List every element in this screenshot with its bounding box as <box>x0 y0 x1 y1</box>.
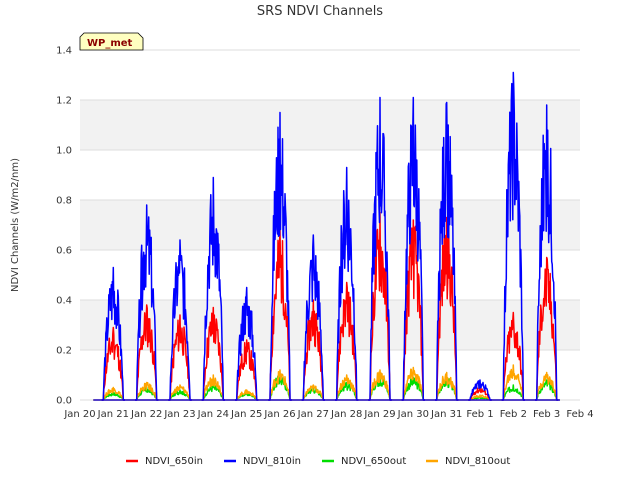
x-tick-label: Feb 4 <box>566 409 593 420</box>
x-tick-label: Feb 2 <box>500 409 527 420</box>
legend-label-NDVI_810in: NDVI_810in <box>243 456 301 467</box>
x-tick-label: Feb 3 <box>533 409 560 420</box>
grid-band <box>80 100 580 150</box>
chart-title: SRS NDVI Channels <box>257 4 383 19</box>
station-badge: WP_met <box>79 32 144 51</box>
y-tick-label: 1.2 <box>56 96 72 107</box>
legend-label-NDVI_810out: NDVI_810out <box>445 456 510 467</box>
y-tick-label: 0.6 <box>56 246 72 257</box>
x-tick-label: Jan 24 <box>197 409 229 420</box>
x-tick-label: Jan 22 <box>130 409 162 420</box>
legend: NDVI_650in NDVI_810in NDVI_650out NDVI_810o… <box>126 456 510 467</box>
legend-label-NDVI_650in: NDVI_650in <box>145 456 203 467</box>
grid-bands <box>80 100 580 350</box>
x-tick-labels: Jan 20 Jan 21 Jan 22 Jan 23 Jan 24 Jan 25 Jan … <box>63 409 593 420</box>
y-tick-label: 0.8 <box>56 196 72 207</box>
y-tick-label: 0.4 <box>56 296 72 307</box>
series-line-NDVI_810out <box>101 364 559 401</box>
station-badge-text: WP_met <box>87 38 133 49</box>
y-tick-label: 1.4 <box>56 46 72 57</box>
y-tick-labels: 0.0 0.2 0.4 0.6 0.8 1.0 1.2 1.4 <box>56 46 72 407</box>
legend-label-NDVI_650out: NDVI_650out <box>341 456 406 467</box>
y-tick-label: 1.0 <box>56 146 72 157</box>
x-tick-label: Jan 25 <box>230 409 262 420</box>
y-tick-label: 0.2 <box>56 346 72 357</box>
x-tick-label: Jan 26 <box>263 409 295 420</box>
grid-band <box>80 300 580 350</box>
series-line-NDVI_650in <box>101 211 559 401</box>
series-line-NDVI_810in <box>101 71 559 401</box>
x-tick-label: Jan 20 <box>63 409 95 420</box>
y-axis-label: NDVI Channels (W/m2/nm) <box>10 158 21 292</box>
x-tick-label: Jan 27 <box>297 409 329 420</box>
y-tick-label: 0.0 <box>56 396 72 407</box>
x-tick-label: Jan 28 <box>330 409 362 420</box>
x-tick-label: Jan 21 <box>97 409 129 420</box>
x-tick-label: Jan 23 <box>163 409 195 420</box>
x-tick-label: Jan 29 <box>363 409 395 420</box>
x-tick-label: Feb 1 <box>466 409 493 420</box>
series-layer <box>93 71 560 401</box>
grid-band <box>80 200 580 250</box>
x-tick-label: Jan 30 <box>397 409 429 420</box>
x-tick-label: Jan 31 <box>430 409 462 420</box>
